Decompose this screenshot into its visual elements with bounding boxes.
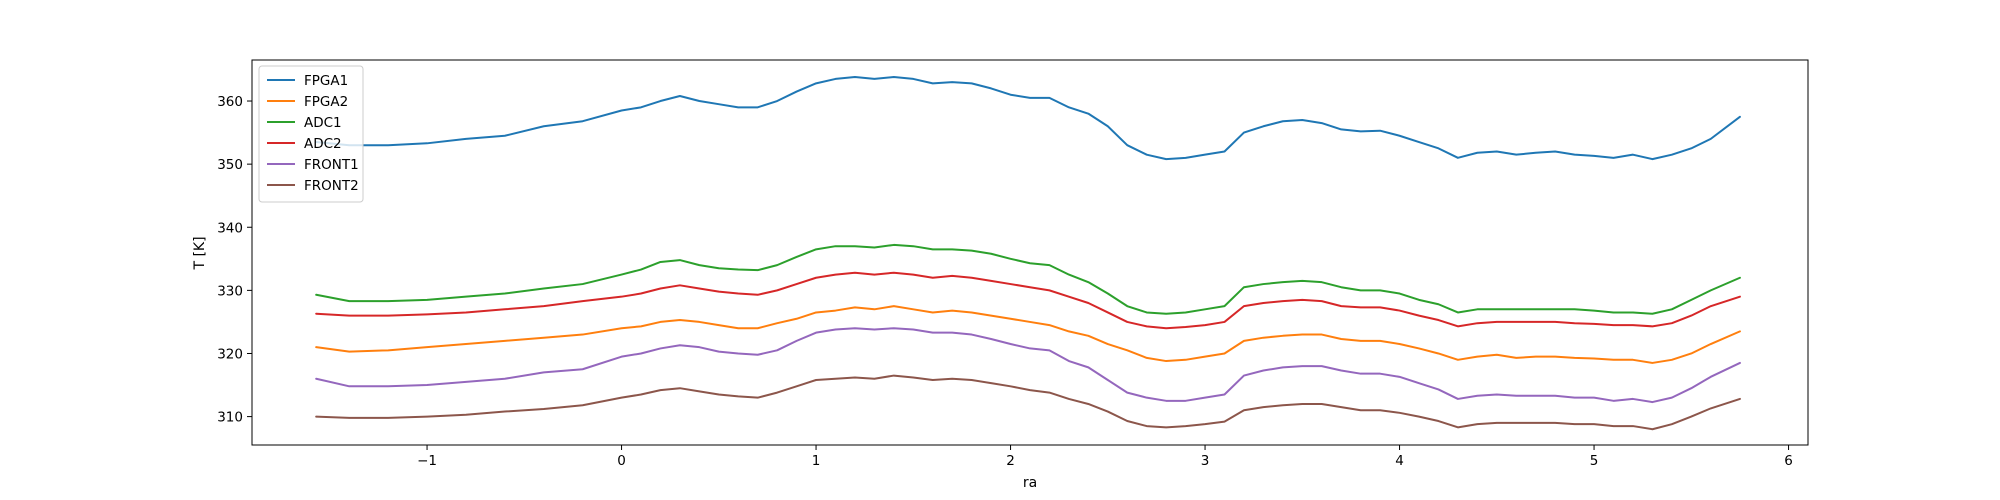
legend-entry-label: FRONT2: [304, 178, 359, 194]
series-line-adc1: [315, 243, 1741, 315]
y-tick-label: 320: [217, 346, 243, 362]
series-line-fpga2: [315, 305, 1741, 364]
legend-entry-label: ADC2: [304, 136, 342, 152]
legend-entry-label: FPGA1: [304, 73, 348, 89]
x-axis-label: ra: [1023, 475, 1037, 491]
legend: FPGA1 FPGA2 ADC1 ADC2 FRONT1 FRONT2: [258, 65, 364, 203]
series-line-fpga1: [315, 76, 1741, 161]
x-tick-label: 6: [1784, 453, 1793, 469]
x-tick-label: 3: [1201, 453, 1210, 469]
x-tick-label: −1: [417, 453, 437, 469]
y-tick-label: 360: [217, 94, 243, 110]
plot-frame: [251, 59, 1809, 446]
x-tick-label: 5: [1590, 453, 1599, 469]
x-tick-label: 2: [1006, 453, 1015, 469]
series-layer: [315, 76, 1741, 431]
y-tick-label: 330: [217, 283, 243, 299]
series-line-front1: [315, 327, 1741, 404]
series-line-adc2: [315, 271, 1741, 330]
x-tick-label: 4: [1395, 453, 1404, 469]
y-tick-label: 350: [217, 157, 243, 173]
series-line-front2: [315, 374, 1741, 431]
x-tick-label: 1: [812, 453, 821, 469]
y-axis-label: T [K]: [192, 236, 208, 270]
plot-area: [252, 60, 1808, 445]
x-tick-label: 0: [617, 453, 626, 469]
legend-entry-label: FRONT1: [304, 157, 359, 173]
y-axis: 310 320 330 340 350 360: [217, 94, 252, 426]
legend-entry-label: FPGA2: [304, 94, 348, 110]
x-axis: −1 0 1 2 3 4 5 6: [417, 445, 1793, 469]
legend-entry-label: ADC1: [304, 115, 342, 131]
y-tick-label: 340: [217, 220, 243, 236]
y-tick-label: 310: [217, 410, 243, 426]
